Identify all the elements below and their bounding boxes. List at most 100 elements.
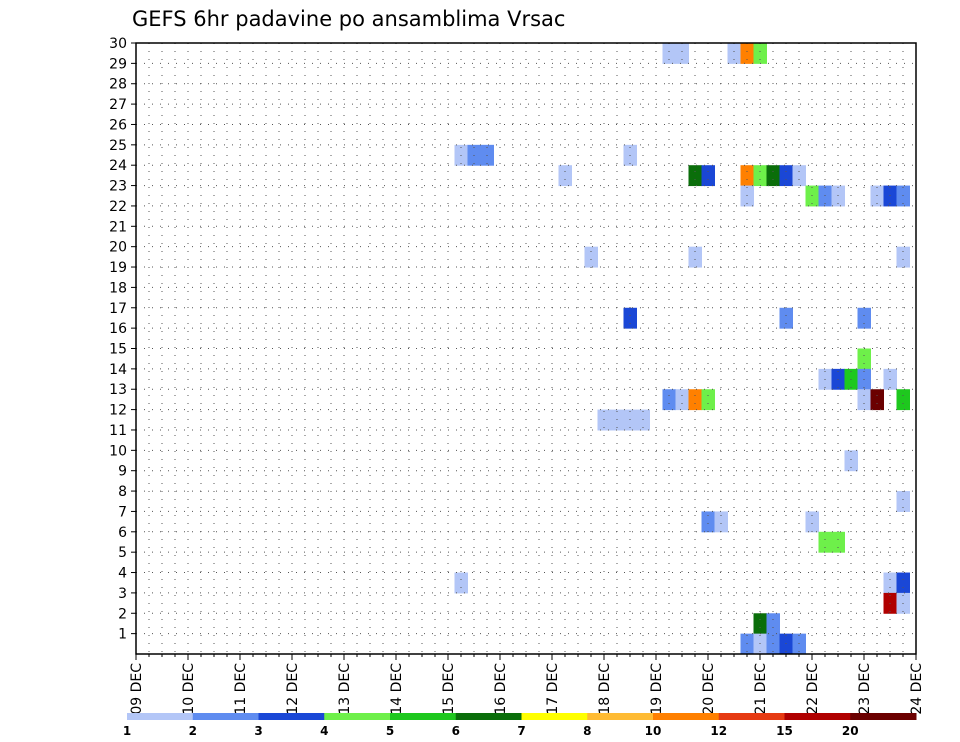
y-tick-label: 23: [109, 179, 127, 195]
y-tick-label: 19: [109, 260, 127, 276]
heat-cell: [857, 307, 871, 329]
colorbar-label: 10: [645, 724, 662, 738]
heat-cell: [688, 246, 702, 268]
heat-cell: [740, 165, 754, 187]
colorbar-label: 12: [710, 724, 727, 738]
y-tick-label: 11: [109, 423, 127, 439]
y-tick-label: 10: [109, 443, 127, 459]
heat-cell: [675, 43, 689, 64]
y-tick-label: 15: [109, 342, 127, 358]
x-tick-label: 21 DEC: [753, 663, 769, 715]
y-tick-label: 12: [109, 403, 127, 419]
colorbar-segment: [521, 713, 588, 720]
y-tick-label: 14: [109, 362, 127, 378]
y-tick-label: 26: [109, 117, 127, 133]
y-tick-label: 9: [118, 464, 127, 480]
y-tick-label: 17: [109, 301, 127, 317]
colorbar-label: 7: [517, 724, 525, 738]
colorbar-segment: [258, 713, 325, 720]
heat-cell: [701, 389, 715, 411]
x-tick-label: 23 DEC: [857, 663, 873, 715]
colorbar-label: 2: [189, 724, 197, 738]
heat-cell: [766, 613, 780, 635]
y-axis: 1234567891011121314151617181920212223242…: [109, 36, 136, 643]
x-tick-label: 13 DEC: [337, 663, 353, 715]
x-tick-label: 17 DEC: [545, 663, 561, 715]
colorbar-label: 4: [320, 724, 328, 738]
colorbar-segment: [192, 713, 259, 720]
heat-cell: [896, 389, 910, 411]
y-tick-label: 27: [109, 97, 127, 113]
y-tick-label: 24: [109, 158, 127, 174]
colorbar-label: 6: [452, 724, 460, 738]
x-tick-label: 24 DEC: [909, 663, 925, 715]
y-tick-label: 25: [109, 138, 127, 154]
heat-cell: [753, 43, 767, 64]
x-tick-label: 09 DEC: [129, 663, 145, 715]
colorbar-segment: [324, 713, 391, 720]
heat-cell: [636, 409, 650, 431]
heat-cell: [623, 409, 637, 431]
heat-cell: [779, 307, 793, 329]
colorbar-segment: [455, 713, 522, 720]
heat-cell: [857, 348, 871, 370]
y-tick-label: 22: [109, 199, 127, 215]
colorbar-label: 1: [123, 724, 131, 738]
colorbar-label: 20: [842, 724, 859, 738]
heat-cell: [740, 43, 754, 64]
heat-cell: [896, 491, 910, 512]
y-tick-label: 3: [118, 586, 127, 602]
heat-cell: [454, 572, 468, 594]
colorbar-segment: [784, 713, 851, 720]
y-tick-label: 7: [118, 504, 127, 520]
heat-cell: [792, 165, 806, 187]
y-tick-label: 20: [109, 240, 127, 256]
heat-cell: [896, 246, 910, 268]
y-tick-label: 4: [118, 566, 127, 582]
colorbar-segment: [390, 713, 457, 720]
heat-cell: [688, 165, 702, 187]
heat-cell: [883, 572, 897, 594]
heat-cell: [818, 531, 832, 553]
x-tick-label: 11 DEC: [233, 663, 249, 715]
heat-cell: [675, 389, 689, 411]
heat-cell: [792, 633, 806, 655]
heat-cell: [623, 307, 637, 329]
heat-cell: [584, 246, 598, 268]
colorbar-segment: [587, 713, 654, 720]
heat-cell: [870, 389, 884, 411]
heat-cell: [779, 165, 793, 187]
heat-cell: [701, 511, 715, 533]
heat-cell: [857, 389, 871, 411]
colorbar-label: 3: [254, 724, 262, 738]
heat-cell: [597, 409, 611, 431]
y-tick-label: 1: [118, 627, 127, 643]
heat-cell: [740, 633, 754, 655]
y-tick-label: 28: [109, 77, 127, 93]
heat-cell: [701, 165, 715, 187]
cells-layer: [454, 43, 910, 655]
heat-cell: [558, 165, 572, 187]
y-tick-label: 6: [118, 525, 127, 541]
chart-title: GEFS 6hr padavine po ansamblima Vrsac: [132, 7, 565, 31]
colorbar: 1 2 3 4 5 6 7 8 10 12 15 20: [123, 713, 917, 738]
x-tick-label: 14 DEC: [389, 663, 405, 715]
y-tick-label: 13: [109, 382, 127, 398]
y-tick-label: 21: [109, 219, 127, 235]
colorbar-label: 15: [776, 724, 793, 738]
x-tick-label: 20 DEC: [701, 663, 717, 715]
y-tick-label: 8: [118, 484, 127, 500]
colorbar-label: 8: [583, 724, 591, 738]
x-tick-label: 19 DEC: [649, 663, 665, 715]
heat-cell: [610, 409, 624, 431]
heat-cell: [896, 572, 910, 594]
heat-cell: [727, 43, 741, 64]
heat-cell: [844, 450, 858, 472]
plot-frame: [135, 42, 917, 655]
colorbar-label: 5: [386, 724, 394, 738]
heat-cell: [662, 43, 676, 64]
x-axis: 09 DEC 10 DEC 11 DEC 12 DEC 13 DEC 14 DEC 15 D…: [129, 654, 925, 715]
x-tick-label: 10 DEC: [181, 663, 197, 715]
